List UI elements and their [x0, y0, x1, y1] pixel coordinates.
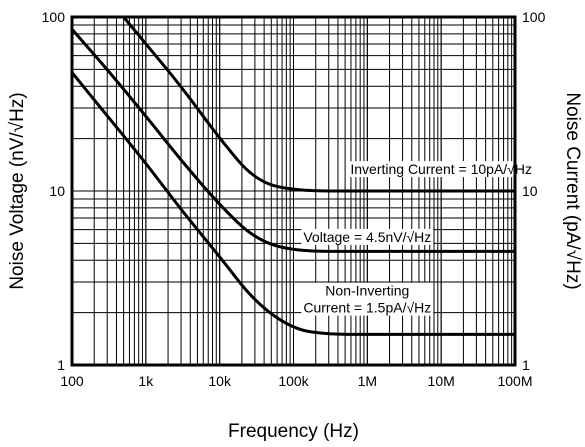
x-axis-title: Frequency (Hz) [228, 421, 359, 442]
x-tick-label: 10k [208, 373, 232, 389]
x-tick-label: 10M [428, 373, 455, 389]
annotation-text: Inverting Current = 10pA/√Hz [350, 161, 532, 177]
series-line-3 [70, 70, 517, 336]
annotation-background [301, 228, 434, 245]
series-line-1 [122, 15, 517, 193]
annotation-background [348, 161, 534, 178]
x-tick-label: 100 [60, 373, 84, 389]
y-tick-label-left: 1 [57, 357, 65, 373]
y-axis-title-left: Noise Voltage (nV/√Hz) [7, 92, 28, 289]
x-tick-label: 100M [497, 373, 532, 389]
x-tick-label: 100k [278, 373, 309, 389]
annotation-layer: Inverting Current = 10pA/√Hz Voltage = 4.… [301, 161, 534, 316]
series-annotation-2: Voltage = 4.5nV/√Hz [301, 228, 434, 245]
y-tick-label-right: 1 [522, 357, 530, 373]
y-tick-label-right: 100 [522, 9, 546, 25]
plot-frame [70, 15, 517, 367]
series-annotation-1: Inverting Current = 10pA/√Hz [348, 161, 534, 178]
y-tick-label-right: 10 [522, 183, 538, 199]
x-tick-label: 1M [358, 373, 377, 389]
annotation-text: Non-Inverting [325, 283, 409, 299]
y-axis-title-right: Noise Current (pA/√Hz) [562, 92, 583, 289]
y-tick-label-left: 10 [49, 183, 65, 199]
annotation-text: Voltage = 4.5nV/√Hz [303, 229, 431, 245]
curve-layer [70, 15, 517, 336]
annotation-background [301, 282, 434, 316]
series-line-2 [70, 27, 517, 253]
annotation-text: Current = 1.5pA/√Hz [303, 300, 431, 316]
x-tick-label: 1k [138, 373, 154, 389]
y-tick-label-left: 100 [42, 9, 66, 25]
